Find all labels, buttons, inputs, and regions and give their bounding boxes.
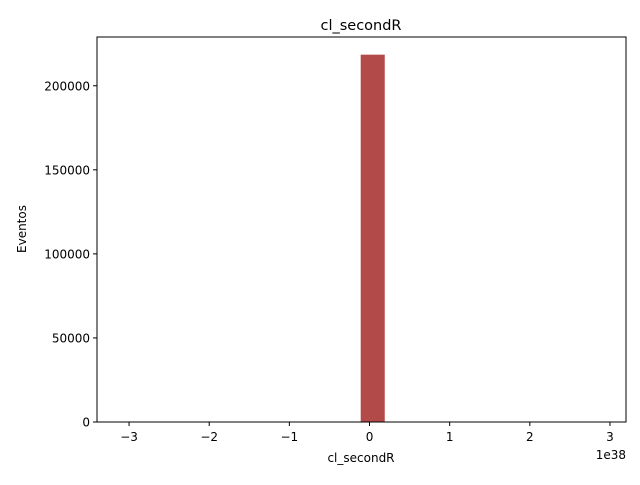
x-tick-label: 0	[366, 430, 374, 444]
x-axis-label: cl_secondR	[327, 451, 394, 465]
y-tick-label: 50000	[52, 331, 90, 345]
x-tick-label: −3	[120, 430, 138, 444]
y-tick-label: 0	[82, 416, 90, 430]
x-tick-label: −1	[281, 430, 299, 444]
y-axis-ticks: 0 50000 100000 150000 200000	[44, 79, 97, 430]
y-tick-label: 100000	[44, 247, 90, 261]
x-tick-label: 1	[446, 430, 454, 444]
histogram-bar-0	[360, 54, 385, 423]
y-tick-label: 200000	[44, 79, 90, 93]
x-axis-ticks: −3 −2 −1 0 1 2 3	[120, 422, 614, 444]
x-tick-label: 3	[606, 430, 614, 444]
y-tick-label: 150000	[44, 163, 90, 177]
axes-frame	[96, 36, 627, 423]
x-tick-label: −2	[200, 430, 218, 444]
x-axis-offset-label: 1e38	[596, 448, 626, 462]
bars-layer	[360, 54, 385, 423]
y-axis-label: Eventos	[15, 205, 29, 253]
x-tick-label: 2	[526, 430, 534, 444]
chart-title: cl_secondR	[320, 18, 401, 34]
